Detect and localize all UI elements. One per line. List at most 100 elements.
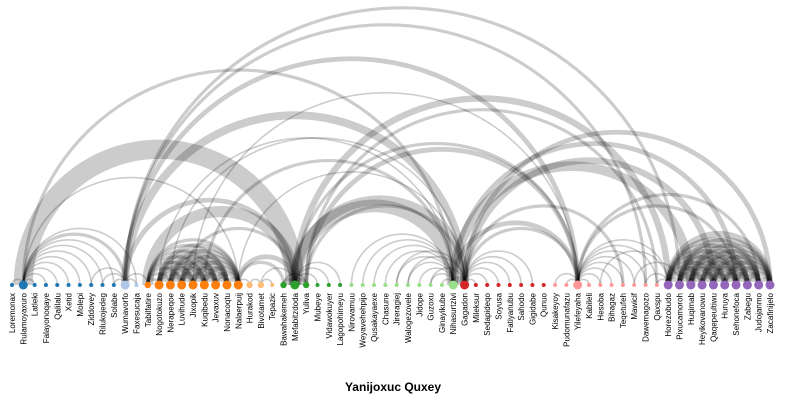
arc-link bbox=[146, 243, 229, 286]
node-label: Qunuo bbox=[540, 292, 549, 317]
node-marker[interactable] bbox=[708, 280, 718, 290]
node-marker[interactable] bbox=[177, 280, 187, 290]
node-label: Sehonefoca bbox=[732, 292, 741, 335]
node-marker[interactable] bbox=[609, 283, 614, 287]
arc-link bbox=[179, 259, 230, 286]
node-marker[interactable] bbox=[663, 280, 673, 290]
node-marker[interactable] bbox=[383, 283, 388, 287]
arc-link bbox=[688, 254, 750, 286]
node-marker[interactable] bbox=[643, 283, 648, 287]
node-marker[interactable] bbox=[154, 280, 164, 290]
node-marker[interactable] bbox=[674, 280, 684, 290]
node-marker[interactable] bbox=[564, 283, 569, 287]
arc-link bbox=[576, 261, 624, 286]
node-marker[interactable] bbox=[632, 283, 637, 287]
node-marker[interactable] bbox=[394, 283, 399, 287]
node-marker[interactable] bbox=[43, 283, 48, 287]
node-marker[interactable] bbox=[315, 283, 320, 287]
node-label: Falayonoqaye bbox=[42, 292, 51, 343]
node-label: Nirovamuu bbox=[347, 293, 356, 332]
node-marker[interactable] bbox=[302, 281, 310, 289]
node-marker[interactable] bbox=[765, 280, 775, 290]
arc-link bbox=[722, 265, 762, 286]
node-marker[interactable] bbox=[326, 283, 331, 287]
node-marker[interactable] bbox=[586, 283, 591, 287]
node-label: Rilukojedeg bbox=[99, 293, 108, 335]
arc-link bbox=[462, 226, 580, 286]
node-marker[interactable] bbox=[222, 280, 232, 290]
node-marker[interactable] bbox=[697, 280, 707, 290]
node-label: Bihagaz bbox=[608, 293, 617, 322]
node-label: Chasune bbox=[381, 292, 390, 325]
arc-link bbox=[167, 254, 230, 286]
node-marker[interactable] bbox=[754, 280, 764, 290]
arc-link bbox=[429, 267, 466, 286]
node-marker[interactable] bbox=[417, 283, 422, 287]
node-marker[interactable] bbox=[188, 280, 198, 290]
arc-link bbox=[146, 255, 206, 286]
node-marker[interactable] bbox=[731, 280, 741, 290]
arc-link bbox=[450, 141, 739, 286]
node-marker[interactable] bbox=[620, 283, 625, 287]
node-marker[interactable] bbox=[439, 283, 444, 287]
arc-link bbox=[576, 192, 761, 286]
node-marker[interactable] bbox=[280, 281, 287, 289]
node-marker[interactable] bbox=[290, 280, 300, 290]
node-marker[interactable] bbox=[66, 283, 71, 287]
node-marker[interactable] bbox=[519, 283, 524, 287]
node-marker[interactable] bbox=[541, 283, 546, 287]
node-marker[interactable] bbox=[199, 280, 209, 290]
node-marker[interactable] bbox=[120, 280, 130, 290]
node-marker[interactable] bbox=[100, 283, 105, 287]
arc-link bbox=[665, 248, 739, 286]
node-marker[interactable] bbox=[460, 280, 470, 290]
node-marker[interactable] bbox=[144, 281, 151, 289]
node-marker[interactable] bbox=[55, 283, 60, 287]
node-marker[interactable] bbox=[111, 283, 116, 287]
node-label: Guzoxu bbox=[427, 293, 436, 321]
node-marker[interactable] bbox=[10, 283, 14, 287]
node-marker[interactable] bbox=[77, 283, 82, 287]
node-label: Loremonax bbox=[8, 293, 17, 333]
arc-link bbox=[179, 265, 219, 286]
arc-link bbox=[202, 159, 455, 286]
arc-link bbox=[462, 129, 773, 286]
arc-link bbox=[235, 254, 298, 286]
node-marker[interactable] bbox=[233, 280, 243, 290]
node-marker[interactable] bbox=[246, 281, 253, 289]
node-marker[interactable] bbox=[742, 280, 752, 290]
node-marker[interactable] bbox=[686, 280, 696, 290]
node-marker[interactable] bbox=[372, 283, 377, 287]
node-marker[interactable] bbox=[349, 283, 354, 287]
node-marker[interactable] bbox=[360, 283, 365, 287]
node-marker[interactable] bbox=[211, 280, 221, 290]
node-marker[interactable] bbox=[134, 283, 139, 287]
node-marker[interactable] bbox=[448, 280, 458, 290]
node-marker[interactable] bbox=[598, 283, 603, 287]
node-marker[interactable] bbox=[405, 283, 410, 287]
node-marker[interactable] bbox=[530, 283, 535, 287]
node-marker[interactable] bbox=[257, 281, 265, 289]
node-label: Sahodo bbox=[517, 292, 526, 320]
arc-link bbox=[463, 256, 522, 286]
arc-link bbox=[146, 249, 218, 286]
node-marker[interactable] bbox=[338, 283, 343, 287]
node-marker[interactable] bbox=[18, 280, 28, 290]
node-marker[interactable] bbox=[507, 283, 512, 287]
node-marker[interactable] bbox=[428, 283, 433, 287]
node-marker[interactable] bbox=[473, 283, 478, 287]
node-marker[interactable] bbox=[553, 283, 558, 287]
node-marker[interactable] bbox=[32, 283, 37, 287]
node-marker[interactable] bbox=[720, 280, 730, 290]
arc-link bbox=[576, 244, 658, 286]
arc-link bbox=[665, 243, 750, 286]
arc-link bbox=[395, 250, 466, 286]
node-marker[interactable] bbox=[89, 283, 94, 287]
node-marker[interactable] bbox=[270, 283, 275, 287]
node-label: Nihasurtzivi bbox=[449, 293, 458, 335]
node-marker[interactable] bbox=[654, 283, 659, 287]
node-marker[interactable] bbox=[485, 283, 490, 287]
node-marker[interactable] bbox=[496, 283, 501, 287]
node-marker[interactable] bbox=[573, 280, 583, 290]
node-marker[interactable] bbox=[165, 280, 175, 290]
